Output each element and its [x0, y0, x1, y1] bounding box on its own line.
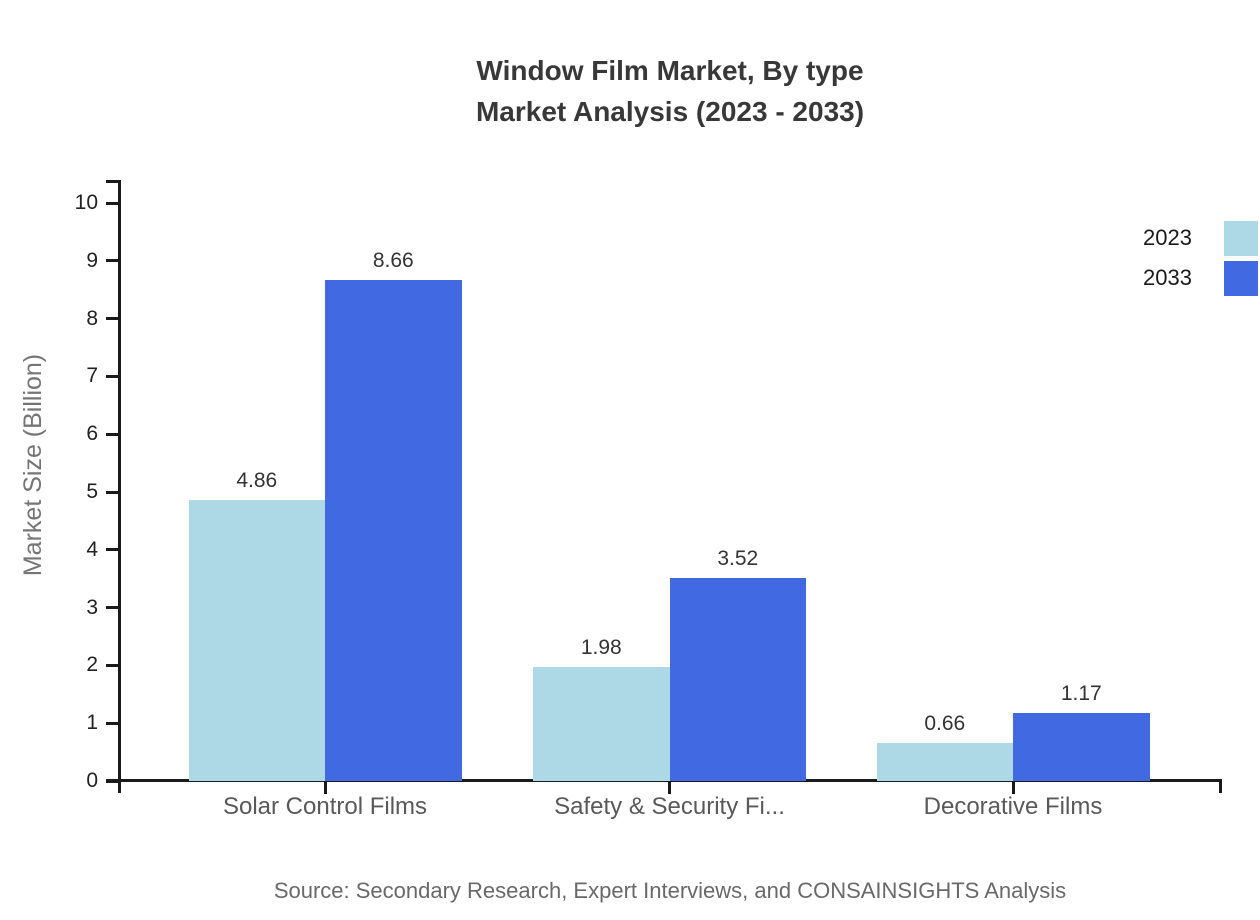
bar-2033-decorative-films [1013, 713, 1150, 781]
y-tick-2 [106, 663, 120, 667]
y-tick-label-0: 0 [86, 769, 98, 792]
y-tick-7 [106, 374, 120, 378]
bar-value-2023-safety-security-fi: 1.98 [580, 635, 622, 659]
y-tick-label-7: 7 [86, 364, 98, 388]
bar-2033-safety-security-fi [669, 577, 806, 781]
y-tick-9 [106, 259, 120, 263]
y-tick-label-8: 8 [86, 306, 98, 330]
bar-2023-safety-security-fi [533, 666, 670, 781]
legend-swatch-2033 [1224, 260, 1258, 296]
bar-value-2033-solar-control-films: 8.66 [372, 249, 414, 273]
y-tick-0 [106, 779, 120, 783]
chart-title-line-1: Window Film Market, By type [476, 55, 864, 86]
x-tick-safety-security-fi [668, 781, 671, 794]
y-tick-label-3: 3 [86, 595, 98, 619]
y-tick-label-10: 10 [74, 191, 98, 214]
y-tick-label-2: 2 [86, 653, 98, 677]
bar-2033-solar-control-films [325, 280, 462, 781]
legend: 2023 2033 [1100, 218, 1258, 298]
legend-label-2033: 2033 [1143, 265, 1192, 290]
legend-item-2033: 2033 [1100, 258, 1258, 298]
chart-title-line-2: Market Analysis (2023 - 2033) [475, 96, 865, 127]
y-tick-3 [106, 606, 120, 610]
bar-value-2023-solar-control-films: 4.86 [236, 469, 278, 493]
bar-value-2033-decorative-films: 1.17 [1060, 682, 1102, 706]
bar-value-2033-safety-security-fi: 3.52 [717, 546, 759, 570]
category-label-solar-control-films: Solar Control Films [222, 793, 428, 820]
y-tick-label-9: 9 [86, 248, 98, 272]
bar-2023-solar-control-films [188, 500, 325, 781]
y-axis-line [118, 181, 121, 793]
chart-title: Window Film Market, By type Market Analy… [120, 50, 1220, 132]
y-tick-4 [106, 548, 120, 552]
y-tick-8 [106, 317, 120, 321]
x-tick-decorative-films [1011, 781, 1015, 794]
category-label-safety-security-fi: Safety & Security Fi... [554, 793, 785, 820]
y-tick-label-6: 6 [86, 422, 98, 446]
y-tick-1 [106, 721, 120, 725]
y-tick-label-5: 5 [86, 480, 98, 503]
y-tick-6 [106, 432, 120, 436]
legend-label-2023: 2023 [1143, 225, 1192, 250]
legend-item-2023: 2023 [1100, 218, 1258, 258]
source-note: Source: Secondary Research, Expert Inter… [273, 878, 1067, 903]
y-tick-10 [106, 201, 120, 205]
x-axis-end-cap [1219, 779, 1222, 793]
y-tick-5 [106, 490, 120, 494]
x-tick-solar-control-films [323, 781, 327, 794]
y-tick-label-1: 1 [86, 711, 98, 735]
y-tick-label-4: 4 [86, 537, 98, 561]
bar-value-2023-decorative-films: 0.66 [924, 711, 966, 735]
y-axis-label: Market Size (Billion) [19, 353, 47, 577]
category-label-decorative-films: Decorative Films [923, 793, 1103, 820]
y-axis-top-cap [106, 180, 121, 183]
bar-2023-decorative-films [876, 742, 1013, 781]
legend-swatch-2023 [1224, 220, 1258, 256]
